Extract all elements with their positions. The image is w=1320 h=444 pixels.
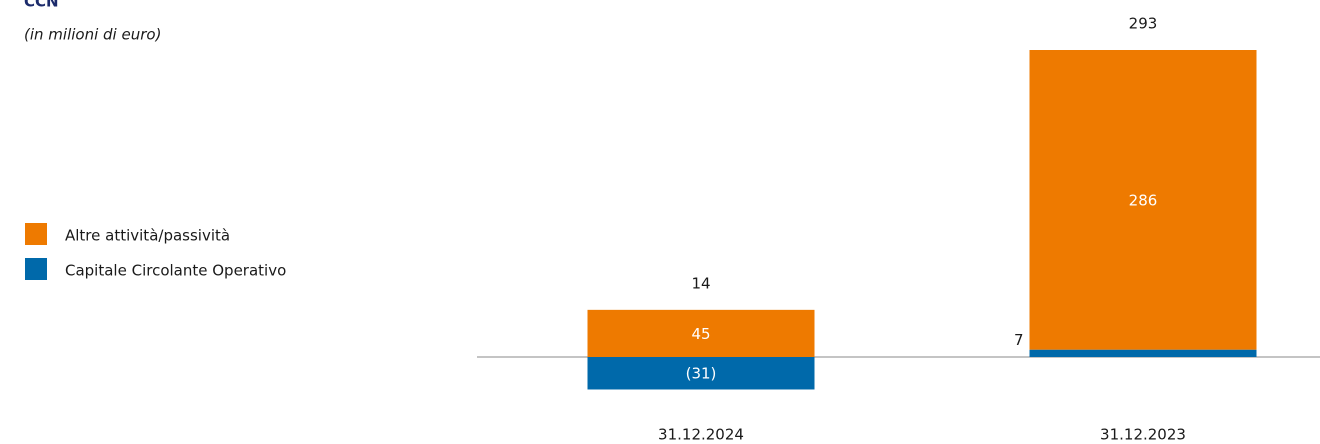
bar-segment	[587, 357, 815, 390]
total-label: 293	[1129, 15, 1158, 33]
chart-subtitle: (in milioni di euro)	[24, 26, 161, 44]
bar-segment	[1029, 50, 1257, 350]
legend-label: Altre attività/passività	[65, 227, 230, 245]
x-tick-label: 31.12.2024	[658, 426, 744, 444]
legend-label: Capitale Circolante Operativo	[65, 262, 286, 280]
value-label: 7	[1014, 331, 1024, 349]
chart-title: CCN	[24, 0, 59, 11]
value-label: (31)	[686, 365, 717, 383]
legend-swatch	[25, 258, 47, 280]
bar-segment	[587, 309, 815, 357]
x-tick-label: 31.12.2023	[1100, 426, 1186, 444]
bar-segment	[1029, 349, 1257, 357]
value-label: 45	[691, 325, 710, 343]
total-label: 14	[691, 274, 710, 292]
value-label: 286	[1129, 191, 1158, 209]
legend-swatch	[25, 223, 47, 245]
